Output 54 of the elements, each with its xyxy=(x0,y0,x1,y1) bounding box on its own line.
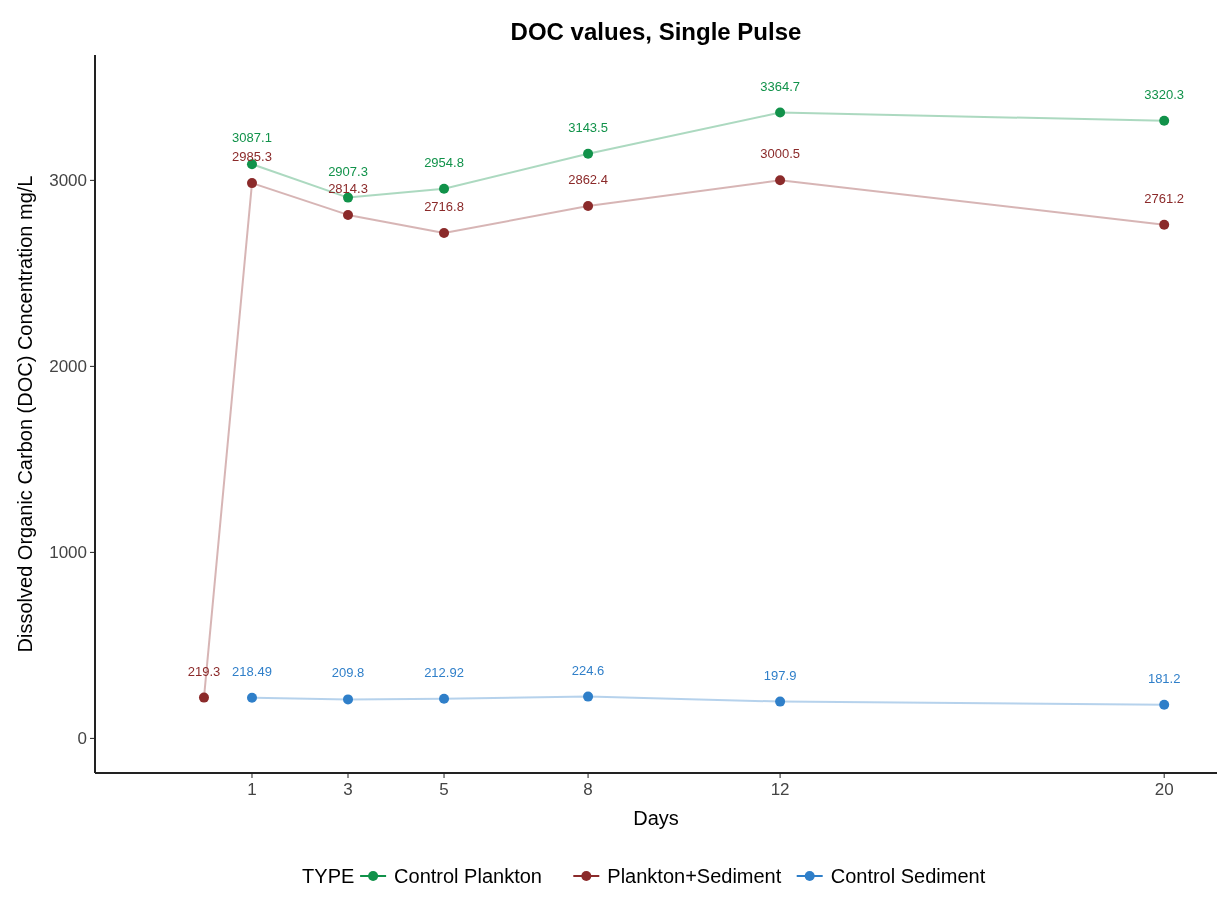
x-tick-label: 1 xyxy=(247,780,257,799)
point xyxy=(775,107,786,118)
data-label: 2716.8 xyxy=(424,199,464,215)
data-label: 209.8 xyxy=(331,665,365,681)
y-axis-title: Dissolved Organic Carbon (DOC) Concentration mg/L xyxy=(14,175,36,653)
point xyxy=(1159,219,1170,230)
point xyxy=(775,175,786,186)
y-tick-label: 0 xyxy=(77,729,87,749)
point xyxy=(343,209,354,220)
legend-label: Control Plankton xyxy=(394,865,542,887)
point xyxy=(1159,115,1170,126)
y-tick-label: 3000 xyxy=(49,171,87,191)
x-tick-label: 3 xyxy=(343,780,353,799)
x-tick-label: 12 xyxy=(770,780,790,799)
data-label: 2761.2 xyxy=(1144,190,1185,206)
data-label: 2907.3 xyxy=(328,163,368,179)
data-label: 3000.5 xyxy=(760,146,800,162)
point xyxy=(439,228,450,239)
point xyxy=(583,200,594,211)
legend-label: Plankton+Sediment xyxy=(607,865,782,887)
point xyxy=(343,694,354,705)
data-label: 3087.1 xyxy=(232,130,272,146)
point xyxy=(246,178,257,189)
legend-label: Control Sediment xyxy=(830,865,986,887)
point xyxy=(343,192,354,203)
chart-title: DOC values, Single Pulse xyxy=(510,18,802,45)
point xyxy=(439,693,450,704)
y-tick-label: 1000 xyxy=(49,543,87,563)
x-tick-label: 5 xyxy=(439,780,449,799)
data-label: 3143.5 xyxy=(568,119,608,135)
data-label: 181.2 xyxy=(1147,670,1181,686)
data-label: 2985.3 xyxy=(232,149,272,165)
point xyxy=(583,148,594,159)
point xyxy=(775,696,786,707)
data-label: 212.92 xyxy=(424,664,464,680)
x-tick-label: 20 xyxy=(1154,780,1174,799)
legend-title: TYPE xyxy=(302,865,355,887)
data-label: 2862.4 xyxy=(568,171,608,187)
data-label: 3364.7 xyxy=(760,78,800,94)
point xyxy=(198,692,209,703)
point xyxy=(439,183,450,194)
data-label: 3320.3 xyxy=(1144,86,1185,102)
point xyxy=(583,691,594,702)
point xyxy=(1159,699,1170,710)
x-tick-label: 8 xyxy=(583,780,593,799)
data-label: 219.3 xyxy=(187,663,221,679)
data-label: 2954.8 xyxy=(424,154,464,170)
data-label: 224.6 xyxy=(571,662,605,678)
y-tick-label: 2000 xyxy=(49,357,87,377)
point xyxy=(246,692,257,703)
data-label: 197.9 xyxy=(763,667,797,683)
data-label: 2814.3 xyxy=(328,180,368,196)
data-label: 218.49 xyxy=(232,663,272,679)
x-axis-title: Days xyxy=(633,807,679,829)
